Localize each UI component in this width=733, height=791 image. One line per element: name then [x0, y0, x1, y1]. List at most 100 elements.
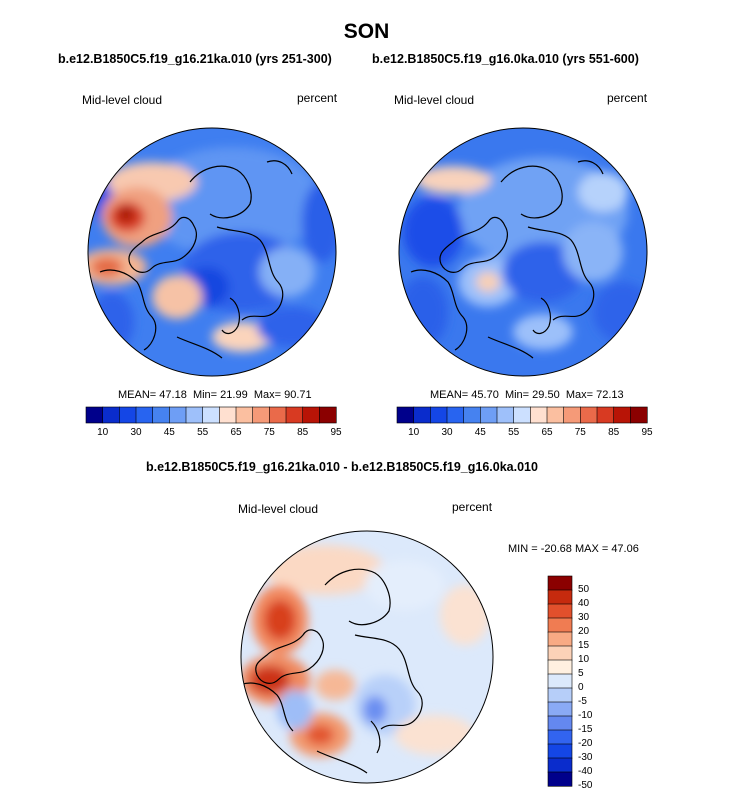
panel3-colorbar-swatch — [547, 687, 573, 703]
panel2-colorbar-swatch — [630, 406, 648, 424]
panel2-colorbar-swatch — [496, 406, 515, 424]
panel1-mean: 47.18 — [159, 389, 187, 401]
panel1-colorbar-tick: 10 — [97, 427, 109, 438]
panel3-colorbar-swatch — [547, 589, 573, 605]
panel1-colorbar-tick: 85 — [297, 427, 309, 438]
panel3-colorbar-swatch — [547, 617, 573, 633]
panel2-colorbar-swatch — [413, 406, 431, 424]
panel3-colorbar-tick: 50 — [578, 584, 590, 595]
panel3-colorbar-swatch — [547, 631, 573, 647]
panel3-colorbar-tick: -10 — [578, 710, 593, 721]
panel2-colorbar-tick: 85 — [608, 427, 620, 438]
panel2-colorbar-tick: 45 — [474, 427, 486, 438]
panel2-colorbar-tick: 30 — [441, 427, 453, 438]
panel2-colorbar-labels: 10 30 45 55 65 75 85 95 — [397, 427, 652, 441]
panel2-colorbar-swatch — [446, 406, 465, 424]
panel1-variable-label: Mid-level cloud — [82, 93, 163, 107]
panel1-colorbar-tick: 95 — [330, 427, 342, 438]
panel3-colorbar-swatch — [547, 575, 573, 591]
panel3-colorbar-swatch — [547, 603, 573, 619]
panel1-max: 90.71 — [284, 389, 312, 401]
panel1-units-label: percent — [297, 91, 338, 105]
panel3-colorbar-tick: -20 — [578, 738, 593, 749]
panel1-colorbar-swatch — [85, 406, 104, 424]
panel2-title: b.e12.B1850C5.f19_g16.0ka.010 (yrs 551-6… — [372, 52, 639, 66]
panel2-colorbar-swatch — [463, 406, 481, 424]
panel2-colorbar-tick: 10 — [408, 427, 420, 438]
panel3-colorbar-tick: 0 — [578, 682, 584, 693]
panel1-colorbar-tick: 75 — [263, 427, 275, 438]
panel3-colorbar-swatch — [547, 645, 573, 661]
panel2-stats: MEAN= 45.70 Min= 29.50 Max= 72.13 — [430, 389, 624, 401]
panel3-variable-label: Mid-level cloud — [238, 502, 319, 516]
panel3-colorbar-tick: -15 — [578, 724, 593, 735]
panel1-colorbar — [85, 406, 337, 424]
panel3-colorbar-swatch — [547, 715, 573, 731]
panel2-colorbar-swatch — [546, 406, 565, 424]
panel1-colorbar-tick: 45 — [163, 427, 175, 438]
panel3-colorbar-swatch — [547, 659, 573, 675]
panel1-colorbar-tick: 55 — [197, 427, 209, 438]
panel1-colorbar-swatch — [152, 406, 170, 424]
panel1-colorbar-swatch — [269, 406, 287, 424]
panel1-colorbar-swatch — [185, 406, 204, 424]
panel2-units-label: percent — [607, 91, 648, 105]
panel3-units-label: percent — [452, 500, 493, 514]
panel2-colorbar-swatch — [613, 406, 631, 424]
panel2-colorbar — [396, 406, 648, 424]
panel1-polar-map — [87, 127, 337, 377]
panel2-colorbar-swatch — [580, 406, 598, 424]
panel2-cloud-field — [399, 157, 647, 350]
panel1-colorbar-swatch — [219, 406, 237, 424]
panel2-colorbar-swatch — [430, 406, 448, 424]
panel2-colorbar-swatch — [480, 406, 498, 424]
panel2-colorbar-tick: 55 — [508, 427, 520, 438]
panel3-title: b.e12.B1850C5.f19_g16.21ka.010 - b.e12.B… — [146, 460, 538, 474]
panel3-colorbar — [547, 575, 573, 787]
panel3-difference-field — [241, 545, 490, 757]
panel3-colorbar-tick: -50 — [578, 780, 593, 791]
panel1-colorbar-tick: 65 — [230, 427, 242, 438]
panel3-colorbar-tick: 5 — [578, 668, 584, 679]
panel2-colorbar-swatch — [563, 406, 581, 424]
panel1-colorbar-tick: 30 — [130, 427, 142, 438]
panel1-colorbar-labels: 10 30 45 55 65 75 85 95 — [86, 427, 341, 441]
panel2-colorbar-tick: 95 — [641, 427, 653, 438]
panel2-colorbar-tick: 65 — [541, 427, 553, 438]
panel3-coastlines — [241, 568, 423, 774]
panel3-colorbar-tick: -30 — [578, 752, 593, 763]
panel1-colorbar-swatch — [169, 406, 187, 424]
panel3-colorbar-swatch — [547, 673, 573, 689]
figure-title: SON — [343, 20, 390, 43]
panel2-coastlines — [410, 160, 604, 359]
panel1-colorbar-swatch — [202, 406, 220, 424]
panel2-min: 29.50 — [532, 389, 560, 401]
panel1-colorbar-swatch — [285, 406, 304, 424]
panel1-colorbar-swatch — [302, 406, 320, 424]
panel2-variable-label: Mid-level cloud — [394, 93, 475, 107]
panel1-min: 21.99 — [220, 389, 248, 401]
panel1-colorbar-swatch — [119, 406, 137, 424]
panel2-mean: 45.70 — [471, 389, 499, 401]
panel3-colorbar-tick: 40 — [578, 598, 590, 609]
panel2-polar-map — [398, 127, 648, 377]
panel1-colorbar-swatch — [102, 406, 120, 424]
panel3-colorbar-labels: 50 40 30 20 15 10 5 0 -5 -10 -15 -20 -30 -40 -50 — [578, 576, 618, 791]
panel3-colorbar-tick: -40 — [578, 766, 593, 777]
panel3-colorbar-swatch — [547, 729, 573, 745]
panel3-polar-map — [240, 530, 494, 784]
panel3-minmax-text: MIN = -20.68 MAX = 47.06 — [508, 543, 639, 555]
panel3-colorbar-swatch — [547, 771, 573, 787]
panel3-colorbar-tick: 20 — [578, 626, 590, 637]
panel1-colorbar-swatch — [235, 406, 254, 424]
panel2-max: 72.13 — [596, 389, 624, 401]
panel1-coastlines — [99, 160, 293, 359]
panel3-colorbar-swatch — [547, 701, 573, 717]
panel1-colorbar-swatch — [319, 406, 337, 424]
panel2-colorbar-tick: 75 — [574, 427, 586, 438]
panel2-colorbar-swatch — [396, 406, 415, 424]
panel3-colorbar-tick: 30 — [578, 612, 590, 623]
panel2-colorbar-swatch — [530, 406, 548, 424]
panel2-colorbar-swatch — [513, 406, 531, 424]
panel1-colorbar-swatch — [252, 406, 270, 424]
